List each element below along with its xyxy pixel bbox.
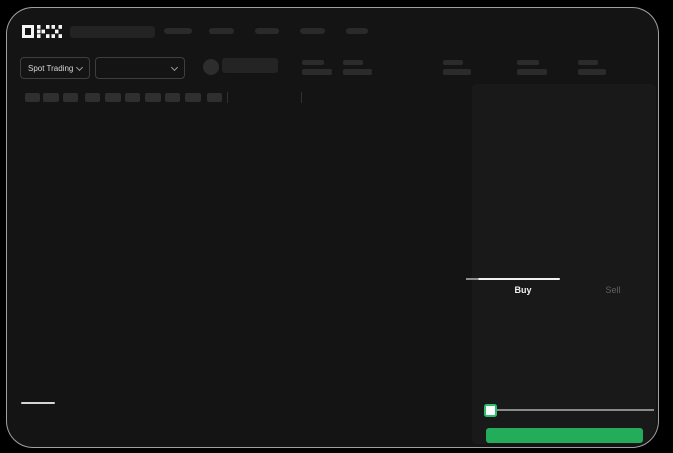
timeframe-button-placeholder[interactable] — [165, 93, 180, 102]
stat-label-placeholder — [517, 60, 539, 65]
pair-dropdown[interactable] — [95, 57, 185, 79]
stat-label-placeholder — [343, 60, 363, 65]
stat-value-placeholder — [517, 69, 547, 75]
timeframe-button-placeholder[interactable] — [185, 93, 201, 102]
timeframe-button-placeholder[interactable] — [43, 93, 59, 102]
amount-slider[interactable] — [484, 403, 660, 417]
right-panel-bg — [472, 84, 656, 444]
timeframe-button-placeholder[interactable] — [145, 93, 161, 102]
stat-label-placeholder — [302, 60, 324, 65]
stat-value-placeholder — [578, 69, 606, 75]
stat-value-placeholder — [343, 69, 372, 75]
tab-buy-label: Buy — [514, 285, 532, 295]
stat-value-placeholder — [302, 69, 332, 75]
depth-chart — [423, 110, 477, 326]
pair-avatar[interactable] — [203, 59, 219, 75]
chevron-down-icon — [75, 63, 84, 71]
market-type-dropdown[interactable]: Spot Trading — [20, 57, 90, 79]
nav-item-placeholder[interactable] — [300, 28, 325, 34]
last-price-marker — [466, 278, 478, 280]
timeframe-button-placeholder[interactable] — [63, 93, 78, 102]
pair-name-placeholder[interactable] — [222, 58, 278, 73]
timeframe-button-placeholder[interactable] — [25, 93, 40, 102]
tab-sell[interactable]: Sell — [568, 285, 658, 295]
nav-item-placeholder[interactable] — [255, 28, 279, 34]
chevron-down-icon — [170, 63, 179, 71]
timeframe-button-placeholder[interactable] — [207, 93, 222, 102]
buy-sell-tabbar: Buy Sell — [478, 272, 658, 304]
buy-submit-button[interactable] — [486, 428, 643, 443]
stat-value-placeholder — [443, 69, 471, 75]
stat-label-placeholder — [443, 60, 463, 65]
nav-item-placeholder[interactable] — [209, 28, 234, 34]
timeframe-button-placeholder[interactable] — [105, 93, 121, 102]
okx-logo[interactable] — [22, 25, 63, 38]
candlestick-chart[interactable] — [20, 108, 422, 334]
search-input[interactable] — [70, 26, 155, 38]
timeframe-button-placeholder[interactable] — [125, 93, 140, 102]
active-tab-indicator — [478, 278, 560, 280]
slider-handle[interactable] — [484, 404, 497, 417]
tab-sell-label: Sell — [605, 285, 621, 295]
nav-item-placeholder[interactable] — [346, 28, 368, 34]
nav-item-placeholder[interactable] — [164, 28, 192, 34]
volume-chart[interactable] — [20, 344, 422, 366]
stat-label-placeholder — [578, 60, 598, 65]
market-type-label: Spot Trading — [28, 63, 74, 73]
toolbar-divider — [227, 92, 228, 103]
bottom-tab-active-underline — [21, 402, 55, 404]
slider-track[interactable] — [489, 409, 654, 411]
toolbar-divider — [301, 92, 302, 103]
tab-buy[interactable]: Buy — [478, 285, 568, 295]
timeframe-button-placeholder[interactable] — [85, 93, 100, 102]
